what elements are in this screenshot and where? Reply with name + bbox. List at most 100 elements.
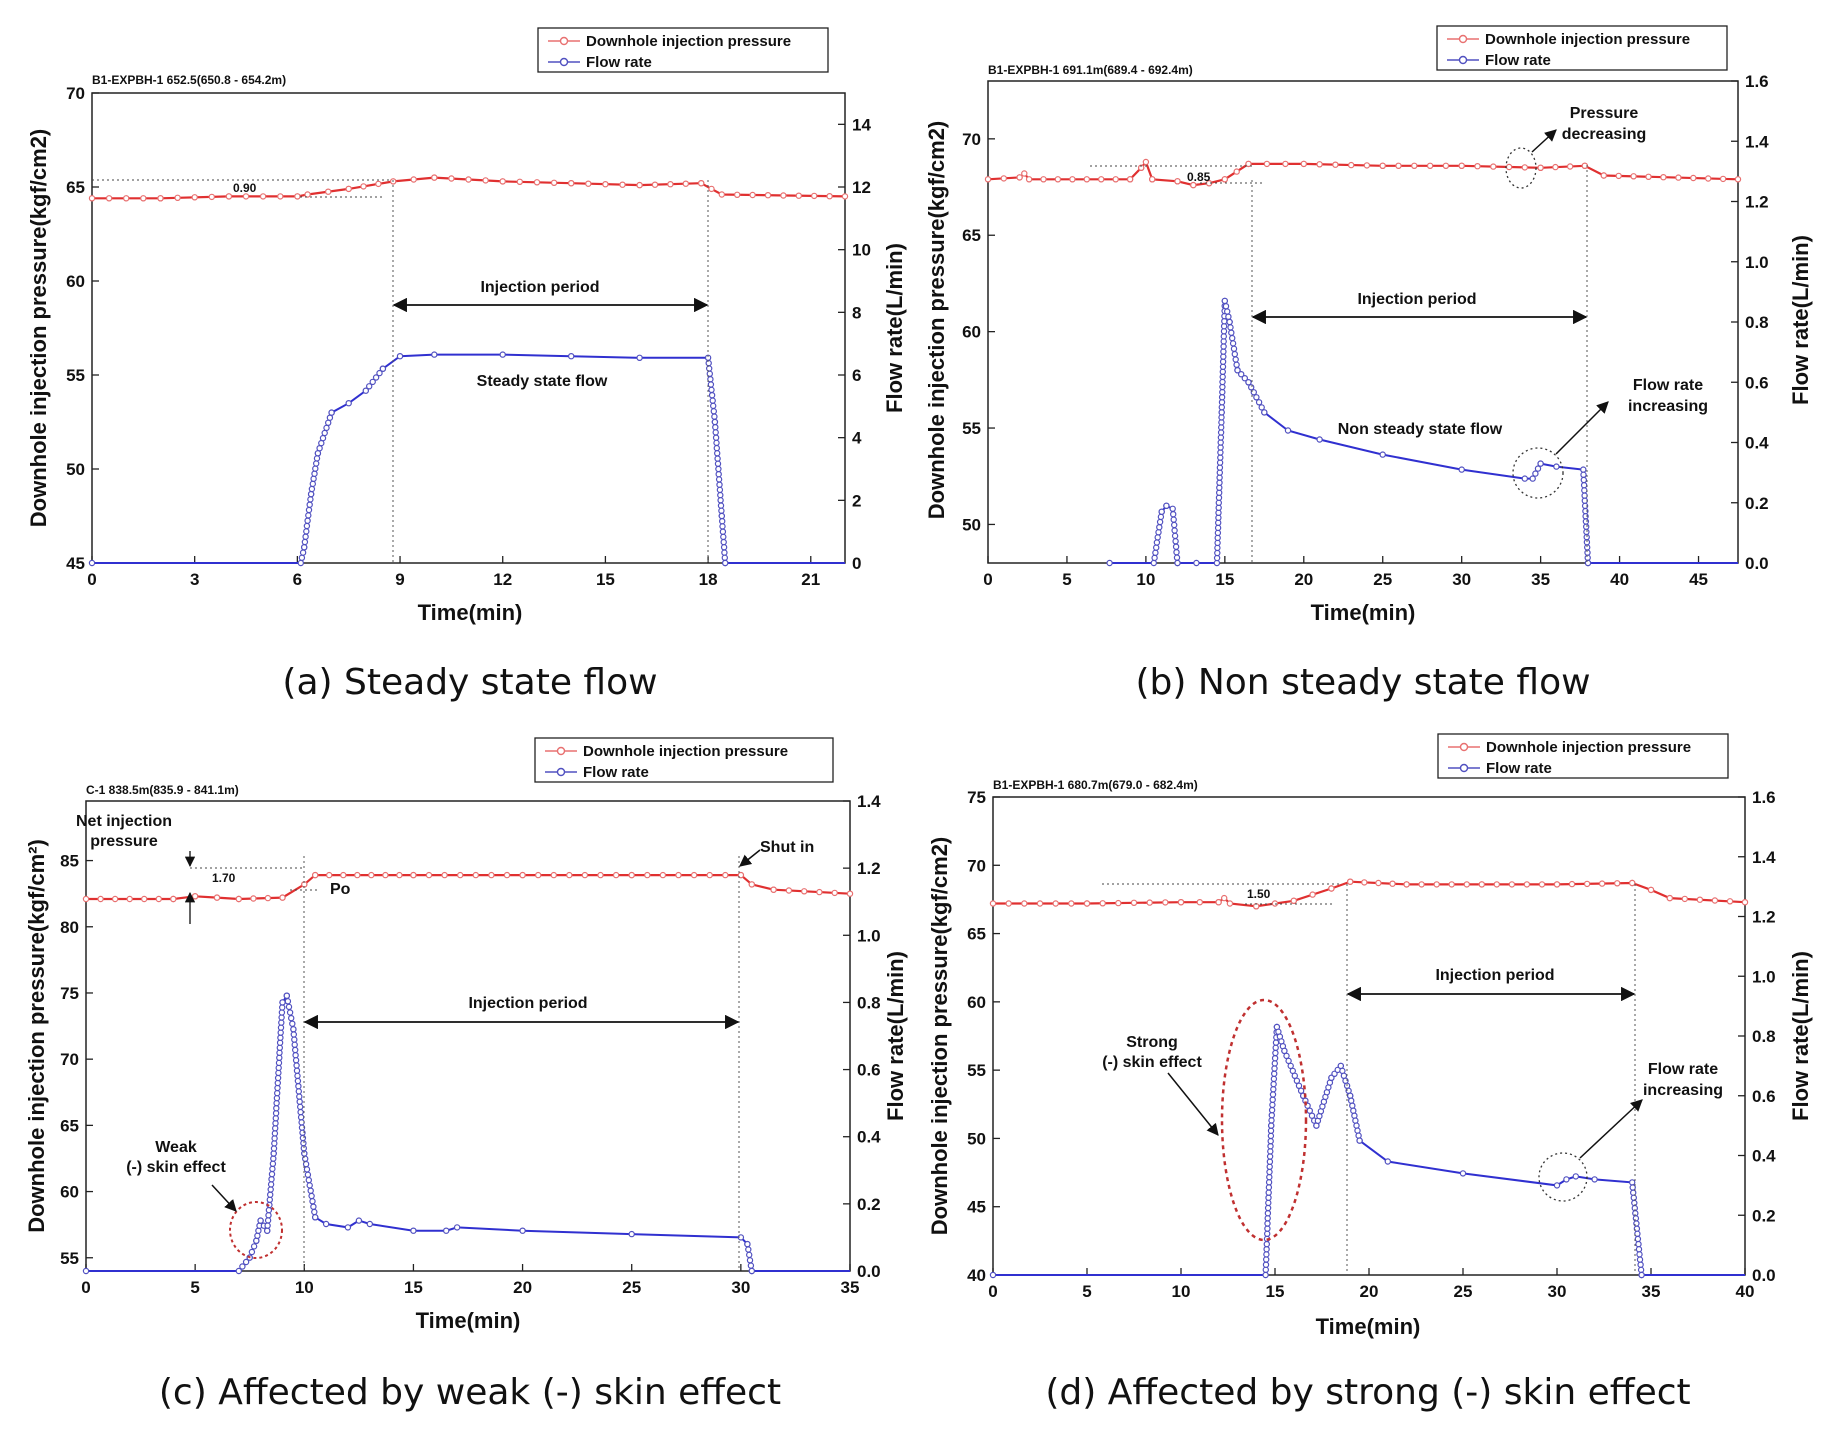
pressure-point [1411,162,1418,169]
pressure-point [155,895,162,903]
pressure-point [1068,900,1075,907]
flow-point [989,1271,997,1279]
flow-point [1264,1209,1272,1217]
flow-point [744,1240,751,1248]
flow-point [711,418,719,426]
pressure-point [340,871,347,879]
caption: (d) Affected by strong (-) skin effect [1045,1372,1690,1413]
pressure-point [242,193,250,200]
pressure-point [1403,881,1410,888]
pressure-point [1263,160,1271,168]
flow-point [1221,318,1228,325]
panel-b: 0 5 10 15 20 25 30 35 40 45 50 55 60 65 70 0.0 0.2 0.4 0.6… [924,25,1813,703]
flow-point [714,460,722,467]
period-label: Injection period [468,995,587,1012]
flow-point [313,455,321,462]
y2-tick-label: 0.2 [1752,1206,1776,1225]
y-tick-label: 50 [66,460,85,479]
pressure-point [499,178,506,185]
flow-point [325,419,332,426]
flow-point [305,1176,312,1184]
y-tick-label: 40 [967,1266,986,1285]
flow-point [1265,1199,1272,1207]
flow-point [1173,554,1181,561]
y2-tick-label: 0.6 [857,1061,881,1080]
pressure-point [1054,176,1062,183]
series-group [88,174,849,567]
pressure-point [1474,162,1481,170]
flow-point [290,1031,297,1038]
flow-point [720,544,728,551]
series-group [984,158,1742,567]
flow-point [1267,1127,1275,1135]
flow-point [1272,1039,1280,1046]
period-label: Injection period [1357,291,1476,308]
flow-point [1220,328,1228,335]
flow-point [322,1220,330,1228]
flow-point [299,1134,307,1142]
y2-tick-label: 0.6 [1752,1087,1776,1106]
flow-point [1214,524,1222,532]
flow-point [362,387,369,394]
pressure-point [1681,895,1689,903]
pressure-point [1162,899,1169,906]
pressure-point [1148,176,1156,183]
flow-point [1553,1182,1561,1189]
y2-tick-label: 0.8 [1745,313,1769,332]
y2-tick-label: 12 [852,178,871,197]
flow-point [291,1041,298,1049]
y2-tick-label: 0.2 [1745,494,1769,513]
flow-point [1272,1044,1279,1052]
weak-skin-line2: (-) skin effect [126,1159,226,1176]
flow-point [295,1088,302,1095]
flow-point [1534,465,1542,472]
pressure-point [1389,880,1396,887]
pressure-point [1395,162,1402,169]
flow-point [746,1257,754,1264]
pressure-point [304,191,311,198]
flow-point [1174,559,1181,567]
y2-tick-label: 0.2 [857,1195,881,1214]
flow-point [274,1074,282,1082]
flow-point [715,476,723,483]
pressure-point [568,179,575,187]
plot-frame [987,80,1739,564]
flow-point [443,1227,450,1234]
flow-point [267,1186,274,1193]
flow-point [628,1230,635,1238]
flow-point [706,365,713,372]
tick-group: 0 5 10 15 20 25 30 35 40 40 45 50 55 60 65 70 75 0.0 0.2 0.… [967,788,1776,1301]
flow-point [1255,399,1263,406]
flow-point [1245,379,1252,386]
flow-point [1234,367,1241,374]
flow-point [299,549,307,556]
caption: (c) Affected by weak (-) skin effect [159,1372,781,1413]
y-tick-label: 45 [66,554,85,573]
flow-point [1630,1194,1638,1202]
pressure-point [1375,879,1382,887]
pressure-point [1021,900,1028,907]
weak-skin-circle [229,1201,283,1259]
pressure-point [816,888,823,896]
flow-series-line [92,353,845,564]
x-tick-label: 30 [731,1278,750,1297]
flow-point [265,1206,273,1214]
flow-point [1272,1049,1279,1057]
pressure-point [1660,173,1667,181]
flow-point [714,450,721,457]
y-tick-label: 50 [967,1129,986,1148]
flow-point [1331,1070,1338,1078]
pressure-point [277,193,284,200]
pressure-point [250,895,257,902]
pressure-point [1666,894,1674,902]
flow-point [1582,523,1590,530]
flow-point [568,353,575,360]
flow-point [301,538,309,546]
flow-point [308,485,316,493]
pressure-point [191,194,198,201]
y-tick-label: 65 [962,226,981,245]
flow-point [366,1220,373,1228]
y2-tick-label: 2 [852,491,861,510]
flow-point [1216,479,1223,486]
